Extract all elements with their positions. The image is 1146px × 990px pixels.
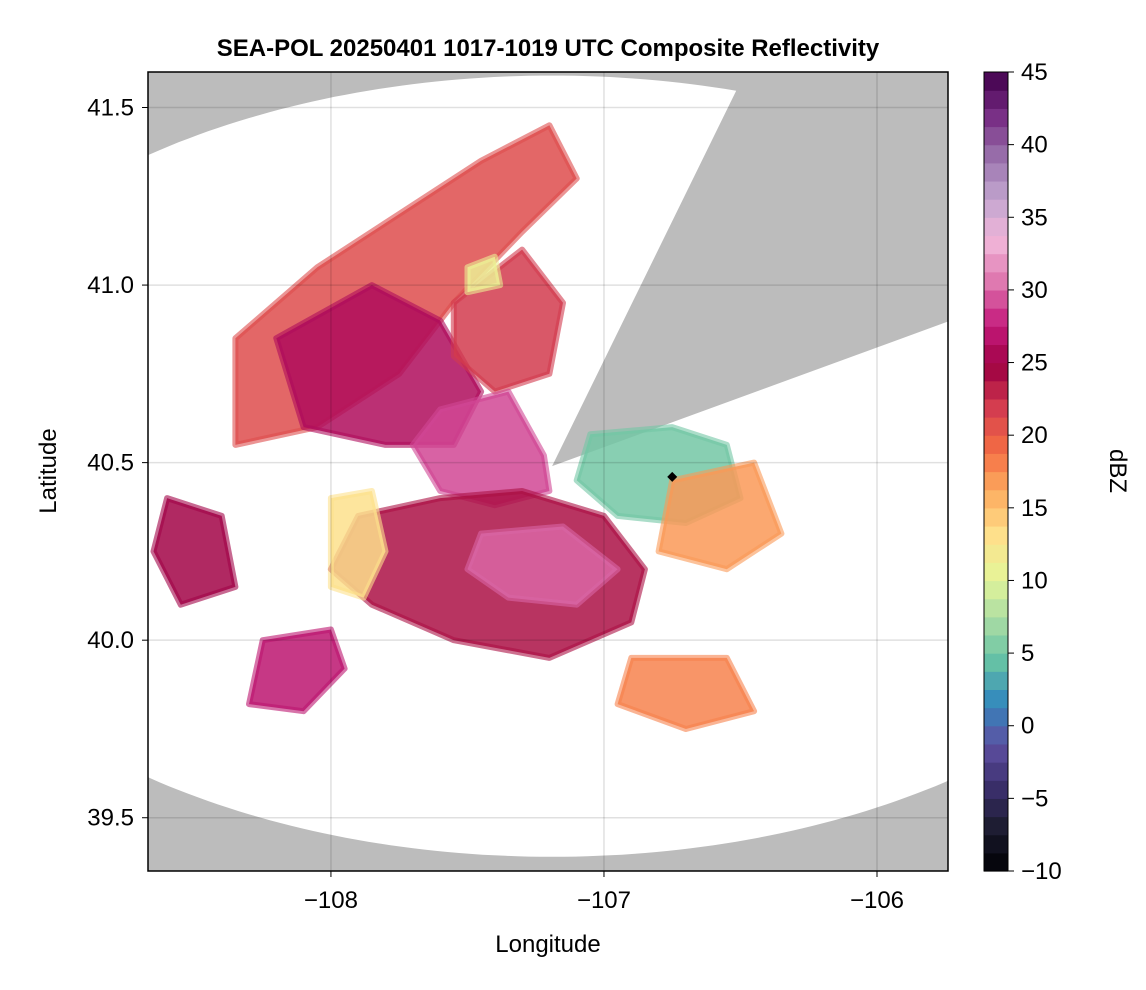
colorbar-swatch: [984, 217, 1008, 237]
echo-region: [614, 654, 758, 732]
colorbar-swatch: [984, 634, 1008, 654]
colorbar-label: dBZ: [1104, 449, 1131, 493]
plot-frame: [147, 71, 949, 872]
colorbar-tick-label: 5: [1021, 640, 1034, 667]
colorbar-swatch: [984, 90, 1008, 109]
colorbar-swatch: [984, 653, 1008, 672]
colorbar-swatch: [984, 180, 1008, 200]
y-tick-label: 40.5: [87, 450, 134, 477]
colorbar-swatch: [984, 453, 1008, 473]
x-axis-ticks: −108 −107 −106: [304, 871, 904, 914]
colorbar-ticks: −10 −5 0 5 10 15 20 25 30 35 40 45: [1008, 59, 1062, 885]
colorbar-tick-label: 20: [1021, 422, 1048, 449]
colorbar: −10 −5 0 5 10 15 20 25 30 35 40 45 dBZ: [983, 59, 1131, 885]
echo-region: [464, 523, 621, 608]
colorbar-swatch: [984, 126, 1008, 146]
colorbar-swatch: [984, 380, 1008, 400]
x-axis-label: Longitude: [495, 931, 600, 958]
colorbar-swatch: [984, 289, 1008, 309]
colorbar-swatch: [984, 199, 1008, 218]
x-tick-label: −108: [304, 887, 358, 914]
x-tick-label: −107: [577, 887, 631, 914]
y-tick-label: 41.0: [87, 272, 134, 299]
colorbar-swatch: [984, 417, 1008, 436]
colorbar-swatch: [984, 762, 1008, 781]
colorbar-swatch: [984, 398, 1008, 418]
colorbar-tick-label: 0: [1021, 713, 1034, 740]
colorbar-tick-label: 15: [1021, 495, 1048, 522]
echo-region: [327, 488, 389, 601]
colorbar-swatch: [984, 816, 1008, 836]
echo-region: [464, 253, 504, 296]
colorbar-swatch: [984, 798, 1008, 818]
colorbar-tick-label: 40: [1021, 132, 1048, 159]
colorbar-swatch: [984, 144, 1008, 164]
y-tick-label: 40.0: [87, 627, 134, 654]
colorbar-swatches: [984, 72, 1008, 872]
colorbar-tick-label: 25: [1021, 350, 1048, 377]
colorbar-tick-label: 45: [1021, 59, 1048, 86]
colorbar-swatch: [984, 308, 1008, 327]
colorbar-tick-label: 30: [1021, 277, 1048, 304]
colorbar-swatch: [984, 507, 1008, 527]
x-tick-label: −106: [850, 887, 904, 914]
echo-region: [150, 495, 239, 608]
radar-layer: [148, 75, 948, 857]
colorbar-swatch: [984, 344, 1008, 364]
y-axis-ticks: 39.5 40.0 40.5 41.0 41.5: [87, 95, 148, 832]
colorbar-swatch: [984, 271, 1008, 291]
y-axis-label: Latitude: [35, 428, 62, 513]
colorbar-swatch: [984, 743, 1008, 763]
colorbar-swatch: [984, 562, 1008, 582]
colorbar-frame: [983, 71, 1009, 872]
colorbar-tick-label: 35: [1021, 204, 1048, 231]
colorbar-swatch: [984, 326, 1008, 345]
colorbar-swatch: [984, 780, 1008, 799]
colorbar-swatch: [984, 471, 1008, 491]
echo-region: [246, 626, 348, 715]
colorbar-swatch: [984, 580, 1008, 600]
grid-lines: [148, 72, 948, 871]
colorbar-swatch: [984, 544, 1008, 563]
colorbar-swatch: [984, 616, 1008, 636]
echo-region: [655, 459, 785, 573]
colorbar-swatch: [984, 362, 1008, 382]
colorbar-swatch: [984, 671, 1008, 691]
plot-area: [147, 71, 949, 872]
radar-coverage: [148, 75, 948, 857]
colorbar-tick-label: 10: [1021, 567, 1048, 594]
colorbar-tick-label: −10: [1021, 858, 1062, 885]
colorbar-swatch: [984, 253, 1008, 273]
colorbar-swatch: [984, 852, 1008, 872]
site-marker: [667, 471, 678, 482]
colorbar-tick-label: −5: [1021, 785, 1048, 812]
chart-title: SEA-POL 20250401 1017-1019 UTC Composite…: [217, 35, 880, 62]
colorbar-swatch: [984, 72, 1008, 91]
colorbar-swatch: [984, 108, 1008, 128]
colorbar-swatch: [984, 435, 1008, 454]
colorbar-swatch: [984, 707, 1008, 727]
y-tick-label: 41.5: [87, 95, 134, 122]
colorbar-swatch: [984, 598, 1008, 618]
colorbar-swatch: [984, 235, 1008, 255]
colorbar-swatch: [984, 725, 1008, 745]
colorbar-swatch: [984, 525, 1008, 545]
colorbar-swatch: [984, 162, 1008, 182]
y-tick-label: 39.5: [87, 805, 134, 832]
colorbar-swatch: [984, 689, 1008, 709]
colorbar-swatch: [984, 489, 1008, 509]
colorbar-swatch: [984, 834, 1008, 854]
